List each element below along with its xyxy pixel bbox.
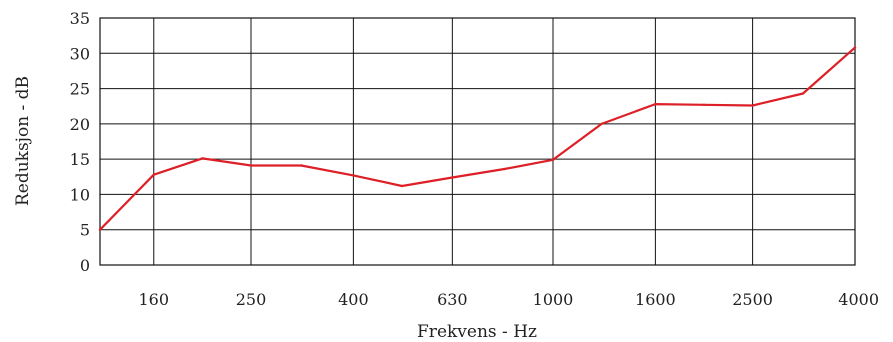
y-tick-label: 25 xyxy=(70,80,90,99)
x-tick-labels: 160 250 400 630 1000 1600 2500 4000 xyxy=(139,290,879,309)
x-tick-label: 630 xyxy=(437,290,468,309)
y-tick-labels: 0 5 10 15 20 25 30 35 xyxy=(70,9,90,275)
x-tick-label: 1000 xyxy=(533,290,574,309)
data-point xyxy=(201,157,204,160)
data-point xyxy=(249,164,253,167)
x-axis-title: Frekvens - Hz xyxy=(417,322,537,342)
y-tick-label: 35 xyxy=(70,9,90,28)
data-point xyxy=(551,158,555,162)
data-point xyxy=(98,228,102,231)
plot-frame xyxy=(99,17,856,266)
data-point xyxy=(451,176,454,179)
x-tick-label: 2500 xyxy=(732,290,773,309)
data-point xyxy=(600,122,603,126)
x-tick-label: 400 xyxy=(338,290,369,309)
series-line xyxy=(98,46,857,231)
data-point xyxy=(352,174,355,177)
data-point xyxy=(152,173,155,176)
x-tick-label: 4000 xyxy=(838,290,879,309)
x-tick-label: 1600 xyxy=(635,290,676,309)
y-axis-title: Reduksjon - dB xyxy=(13,76,33,206)
data-point xyxy=(503,167,506,171)
y-tick-label: 20 xyxy=(70,115,90,134)
data-point xyxy=(801,92,805,95)
data-point xyxy=(702,103,706,107)
data-point xyxy=(300,164,303,167)
data-points xyxy=(98,46,857,231)
plot-area xyxy=(100,18,855,265)
data-point xyxy=(853,46,857,49)
data-point xyxy=(654,102,657,106)
data-point xyxy=(751,104,754,107)
x-tick-label: 250 xyxy=(236,290,267,309)
y-tick-label: 15 xyxy=(70,150,90,169)
y-tick-label: 10 xyxy=(70,185,90,204)
x-tick-label: 160 xyxy=(139,290,170,309)
y-tick-label: 0 xyxy=(80,256,90,275)
vertical-gridlines xyxy=(153,18,856,265)
y-tick-label: 30 xyxy=(70,44,90,63)
y-tick-label: 5 xyxy=(80,221,90,240)
data-point xyxy=(400,184,404,188)
